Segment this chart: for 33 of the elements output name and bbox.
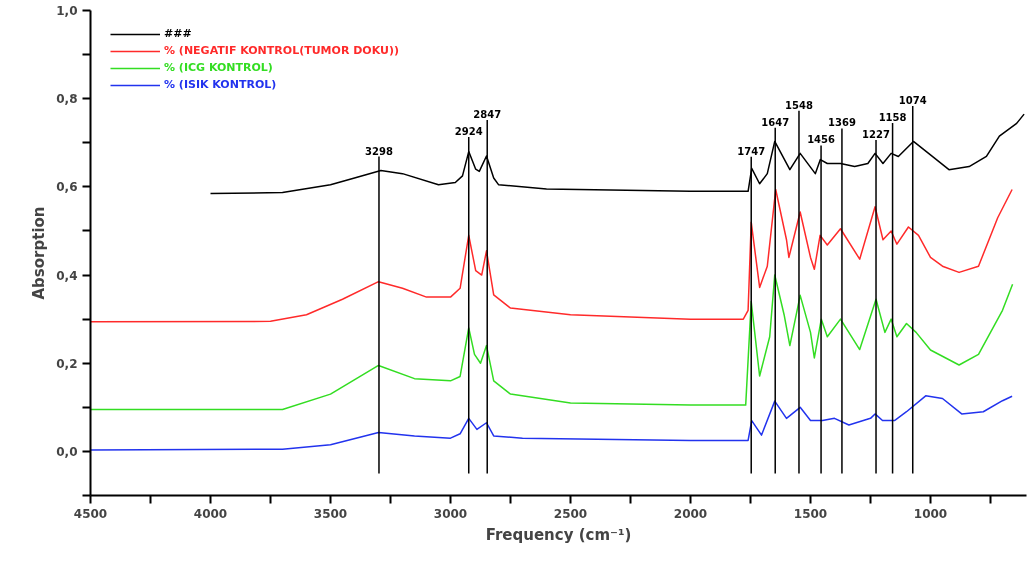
y-tick-label: 0,6	[56, 180, 78, 195]
y-tick-label: 0,4	[56, 268, 78, 283]
legend-label: % (NEGATIF KONTROL(TUMOR DOKU))	[164, 44, 400, 57]
y-tick-label: 0,2	[56, 356, 78, 371]
x-tick-label: 2000	[673, 506, 708, 521]
ref-line-label: 1647	[761, 116, 790, 128]
ref-line-label: 1548	[785, 99, 813, 111]
legend-label: ###	[164, 27, 192, 40]
ref-line-label: 2847	[473, 109, 502, 121]
ref-line-label: 1158	[878, 112, 907, 124]
x-tick-label: 1500	[793, 506, 828, 521]
x-tick-label: 3000	[433, 506, 468, 521]
legend-label: % (ISIK KONTROL)	[164, 78, 277, 91]
x-tick-label: 1000	[913, 506, 948, 521]
line-series	[90, 395, 1013, 451]
ref-line-label: 1227	[862, 129, 890, 141]
x-tick-label: 3500	[313, 506, 348, 521]
legend-label: % (ICG KONTROL)	[164, 61, 273, 74]
x-axis-title: Frequency (cm⁻¹)	[485, 525, 632, 544]
ref-line-label: 1747	[737, 145, 766, 157]
x-tick-label: 4000	[193, 506, 228, 521]
y-tick-label: 0,0	[56, 444, 78, 459]
y-tick-label: 0,8	[56, 92, 78, 107]
ref-line-label: 1074	[898, 95, 927, 107]
y-axis-title: Absorption	[30, 206, 49, 300]
ref-line-label: 1456	[807, 134, 836, 146]
y-tick-label: 1,0	[56, 4, 78, 18]
x-tick-label: 2500	[553, 506, 588, 521]
x-tick-label: 4500	[73, 506, 108, 521]
ref-line-label: 3298	[365, 145, 393, 157]
ref-line-label: 2924	[454, 126, 483, 138]
ref-line-label: 1369	[828, 117, 856, 129]
line-series	[90, 188, 1013, 323]
